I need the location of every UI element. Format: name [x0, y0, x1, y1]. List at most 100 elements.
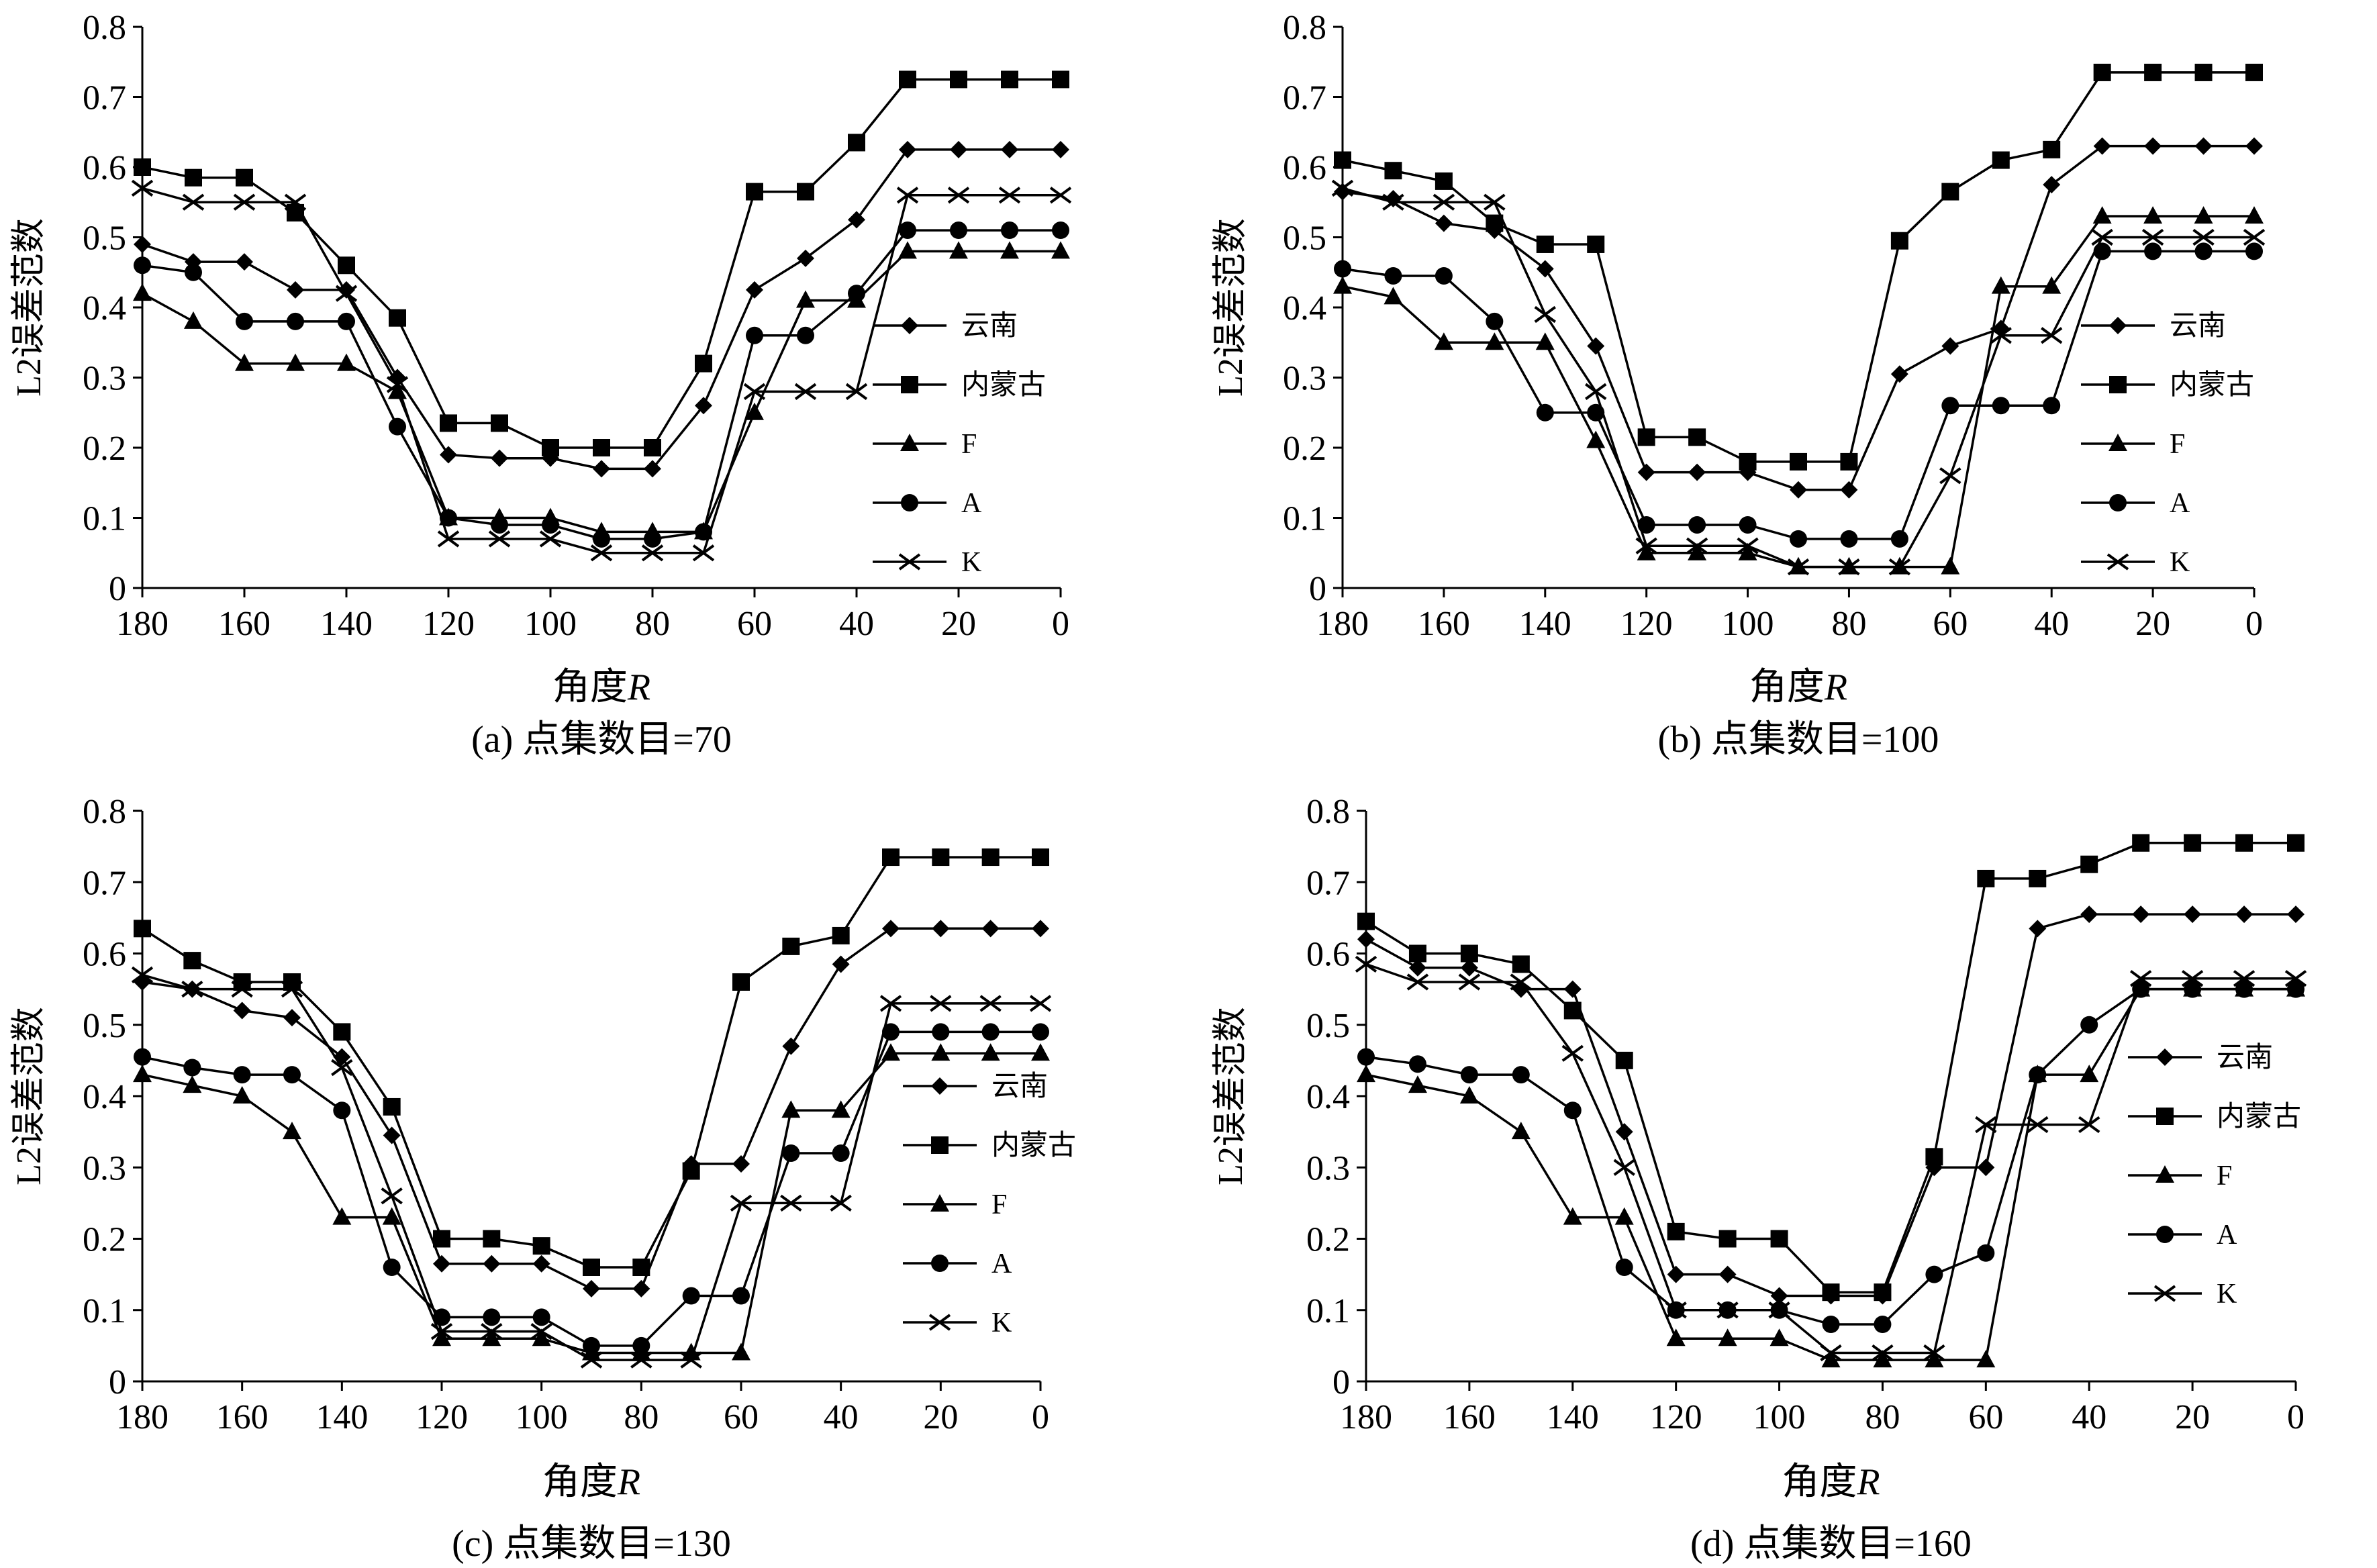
legend-marker: [900, 434, 919, 451]
data-point: [183, 1075, 202, 1093]
series-x: [131, 966, 1052, 1369]
data-point: [333, 1023, 351, 1041]
data-point: [1821, 1350, 1841, 1368]
data-point: [542, 439, 559, 456]
y-tick-label: 0.8: [83, 793, 126, 831]
data-point: [1000, 241, 1019, 259]
x-marker-stroke: [231, 981, 253, 998]
data-point: [1563, 1101, 1582, 1120]
data-point: [2093, 63, 2111, 81]
data-point: [780, 1194, 802, 1212]
data-point: [1052, 140, 1069, 158]
data-point: [1975, 1116, 1997, 1134]
data-point: [1925, 1148, 1943, 1166]
legend-entry: 内蒙古: [903, 1130, 1076, 1161]
data-point: [1536, 260, 1554, 278]
data-point: [332, 1207, 352, 1225]
data-point: [1637, 463, 1655, 481]
legend-label: K: [991, 1308, 1012, 1338]
data-point: [730, 1194, 753, 1212]
y-tick-label: 0.4: [83, 1078, 126, 1116]
legend-entry: 内蒙古: [2081, 370, 2254, 401]
data-point: [1718, 1230, 1737, 1248]
data-point: [1718, 1328, 1737, 1346]
x-marker-stroke: [1787, 558, 1810, 576]
data-point: [383, 1097, 401, 1116]
x-tick-label: 80: [635, 605, 670, 643]
legend-marker: [901, 376, 918, 393]
x-marker-stroke: [692, 544, 715, 562]
y-tick-label: 0.6: [1283, 149, 1326, 187]
legend-label: A: [961, 488, 982, 519]
data-point: [632, 1259, 650, 1276]
data-point: [732, 1342, 750, 1361]
data-point: [1001, 70, 1018, 89]
data-point: [1941, 183, 1959, 201]
data-point: [593, 439, 610, 456]
y-axis-title: L2误差范数: [1212, 218, 1250, 397]
data-point: [899, 140, 916, 158]
x-marker-stroke: [998, 187, 1021, 204]
series-x: [131, 179, 1072, 562]
data-point: [583, 1259, 600, 1276]
legend-label: 云南: [991, 1071, 1048, 1102]
data-point: [1384, 162, 1402, 180]
data-point: [2027, 1116, 2049, 1134]
y-tick-label: 0.3: [83, 1149, 126, 1187]
data-point: [1357, 912, 1375, 930]
legend-marker: [2156, 1048, 2174, 1066]
data-point: [491, 516, 508, 534]
data-point: [1052, 222, 1069, 240]
data-point: [1032, 920, 1049, 938]
data-point: [437, 530, 460, 548]
data-point: [183, 1059, 201, 1077]
legend-label: F: [991, 1189, 1007, 1220]
x-marker-stroke: [488, 530, 511, 548]
legend-label: K: [2170, 547, 2190, 578]
x-tick-label: 160: [216, 1398, 269, 1436]
data-point: [2235, 834, 2253, 852]
data-point: [632, 1279, 650, 1297]
data-point: [682, 1287, 700, 1305]
data-point: [1838, 558, 1860, 576]
data-point: [2132, 834, 2150, 852]
x-tick-label: 40: [839, 605, 874, 643]
legend-marker: [931, 1136, 949, 1154]
data-point: [695, 397, 712, 415]
data-point: [1459, 1086, 1479, 1104]
data-point: [1686, 537, 1708, 554]
x-axis-title: 角度R: [1749, 667, 1847, 708]
data-point: [231, 981, 253, 998]
y-tick-label: 0: [1332, 1363, 1350, 1402]
y-tick-label: 0.6: [83, 936, 126, 974]
x-marker-stroke: [437, 530, 460, 548]
y-tick-label: 0.1: [1283, 500, 1326, 538]
x-marker-stroke: [1939, 467, 1961, 485]
data-point: [644, 460, 661, 478]
x-tick-label: 20: [923, 1398, 958, 1436]
data-point: [1840, 481, 1858, 499]
data-point: [1032, 848, 1049, 867]
data-point: [1563, 980, 1582, 998]
legend-label: 内蒙古: [2170, 370, 2254, 401]
x-tick-label: 0: [2287, 1398, 2305, 1436]
data-point: [1822, 1316, 1840, 1333]
data-point: [797, 326, 814, 344]
x-marker-stroke: [1355, 955, 1377, 973]
data-point: [2043, 140, 2061, 158]
y-tick-label: 0.7: [83, 79, 126, 117]
data-point: [131, 966, 154, 983]
x-marker-stroke: [1406, 973, 1429, 991]
y-tick-label: 0.2: [1306, 1221, 1350, 1259]
legend-label: F: [2170, 429, 2185, 460]
data-point: [848, 285, 865, 303]
x-marker-stroke: [794, 383, 817, 401]
data-point: [134, 158, 151, 176]
y-tick-label: 0.3: [1306, 1149, 1350, 1187]
y-tick-label: 0.7: [1306, 864, 1350, 902]
data-point: [1770, 1230, 1788, 1248]
data-point: [483, 1230, 501, 1248]
series-x: [1355, 955, 2307, 1362]
data-point: [333, 1101, 351, 1120]
data-point: [2129, 970, 2152, 987]
